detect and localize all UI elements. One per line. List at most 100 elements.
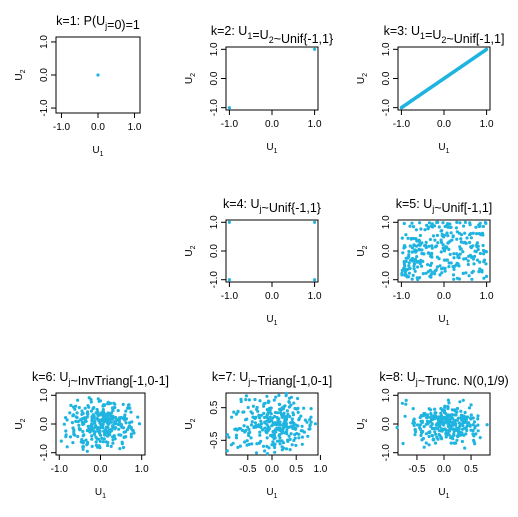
data-point bbox=[440, 427, 444, 431]
data-point bbox=[422, 425, 426, 429]
data-point bbox=[451, 235, 455, 239]
data-point bbox=[243, 430, 247, 434]
data-point bbox=[74, 415, 78, 419]
data-point bbox=[463, 220, 467, 224]
data-point bbox=[83, 406, 87, 410]
data-point bbox=[411, 407, 415, 411]
data-point bbox=[435, 265, 440, 269]
data-point bbox=[442, 421, 447, 425]
data-point bbox=[416, 259, 420, 264]
data-point bbox=[438, 273, 442, 277]
data-point bbox=[410, 250, 414, 254]
data-point bbox=[74, 404, 78, 408]
data-point bbox=[119, 433, 123, 437]
y-tick-label: 0.0 bbox=[381, 417, 392, 431]
data-point bbox=[462, 426, 466, 430]
data-point bbox=[469, 413, 473, 417]
data-point bbox=[77, 423, 81, 427]
data-point bbox=[426, 263, 430, 267]
data-point bbox=[418, 221, 422, 225]
data-point bbox=[437, 225, 441, 229]
data-point bbox=[412, 264, 416, 268]
data-point bbox=[281, 441, 286, 445]
x-axis-label: U1 bbox=[438, 487, 449, 500]
x-axis-label: U1 bbox=[438, 142, 449, 155]
data-point bbox=[443, 404, 447, 408]
data-point bbox=[412, 267, 416, 271]
data-point bbox=[62, 422, 66, 426]
data-point bbox=[85, 449, 89, 453]
data-point bbox=[428, 408, 433, 412]
data-point bbox=[421, 272, 425, 276]
data-point bbox=[484, 274, 489, 278]
data-point bbox=[265, 452, 269, 456]
data-point bbox=[296, 410, 300, 414]
data-point bbox=[460, 418, 464, 422]
data-point bbox=[474, 225, 478, 229]
x-tick-label: 0.0 bbox=[265, 291, 279, 302]
data-point bbox=[420, 264, 424, 268]
data-point bbox=[440, 418, 444, 422]
data-point bbox=[259, 422, 264, 426]
panel-k5: k=5: Uj~Unif[-1,1] -1.0 0.0 1.0 -1.0 0.0 1.0 U1… bbox=[356, 197, 494, 327]
data-point bbox=[93, 424, 98, 428]
data-point bbox=[458, 221, 462, 225]
x-tick-label: -1.0 bbox=[53, 122, 71, 133]
data-point bbox=[478, 267, 482, 271]
data-point bbox=[280, 415, 284, 419]
x-tick-label: 0.0 bbox=[91, 122, 105, 133]
data-point bbox=[246, 425, 250, 429]
data-point bbox=[247, 442, 251, 446]
data-point bbox=[453, 419, 457, 423]
data-point bbox=[436, 241, 440, 245]
data-point bbox=[81, 447, 85, 451]
x-axis-label: U1 bbox=[266, 487, 277, 500]
data-point bbox=[479, 233, 483, 237]
data-point bbox=[464, 241, 468, 245]
data-point bbox=[71, 441, 75, 445]
x-tick-label: 0.0 bbox=[437, 464, 451, 475]
data-point bbox=[253, 397, 257, 402]
data-point bbox=[300, 429, 305, 433]
data-point bbox=[468, 424, 472, 428]
data-point bbox=[230, 415, 234, 419]
data-point bbox=[117, 427, 121, 431]
data-point bbox=[90, 424, 94, 428]
y-tick-label: -1.0 bbox=[39, 99, 50, 117]
data-point bbox=[251, 404, 255, 408]
x-axis-label: U1 bbox=[266, 314, 277, 327]
data-point bbox=[456, 434, 460, 438]
data-point bbox=[81, 422, 85, 426]
data-point bbox=[122, 435, 126, 439]
data-point bbox=[92, 406, 96, 410]
data-point bbox=[104, 440, 108, 444]
data-point bbox=[102, 420, 106, 424]
data-point bbox=[440, 229, 444, 233]
data-point bbox=[227, 220, 231, 224]
data-point bbox=[289, 432, 293, 436]
data-point bbox=[98, 439, 102, 443]
data-point bbox=[111, 438, 115, 442]
data-point bbox=[80, 409, 84, 413]
data-point bbox=[471, 416, 475, 420]
y-tick-label: -1.0 bbox=[381, 99, 392, 117]
data-point bbox=[413, 257, 417, 262]
data-point bbox=[461, 398, 465, 402]
data-point bbox=[469, 232, 473, 236]
y-axis-label: U2 bbox=[184, 73, 197, 84]
data-point bbox=[433, 269, 437, 273]
data-point bbox=[473, 254, 477, 258]
data-point bbox=[420, 419, 424, 423]
data-point bbox=[121, 402, 125, 406]
data-point bbox=[265, 413, 269, 417]
data-point bbox=[410, 258, 414, 262]
data-point bbox=[293, 436, 297, 440]
data-point bbox=[401, 441, 405, 446]
data-point bbox=[475, 232, 479, 236]
data-point bbox=[458, 245, 462, 249]
data-point bbox=[111, 414, 115, 418]
data-point bbox=[476, 414, 480, 418]
data-point bbox=[457, 277, 461, 281]
data-point bbox=[415, 255, 419, 259]
data-point bbox=[402, 221, 406, 226]
